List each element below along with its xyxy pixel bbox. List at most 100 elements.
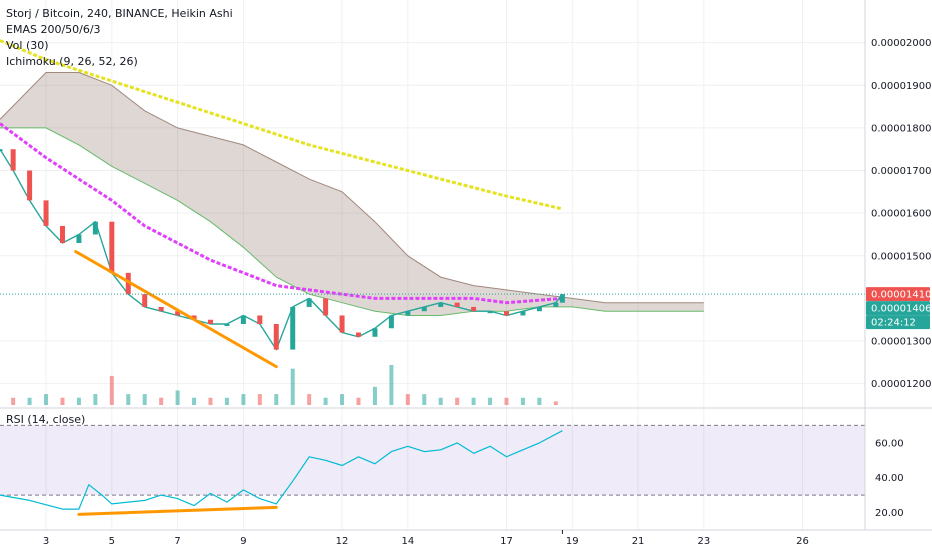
volume-bar-31 [520,397,525,405]
volume-bar-2 [44,394,49,405]
legend-ema[interactable]: EMAS 200/50/6/3 [6,23,101,36]
legend-volume[interactable]: Vol (30) [6,39,49,52]
series-line-2 [0,148,563,351]
volume-bar-19 [323,397,328,405]
cloud-lower [0,127,704,316]
time-tick-label-3: 9 [240,536,246,547]
price-tick-label-7: 0.00001200 [871,379,931,390]
volume-bar-1 [27,397,32,405]
series-line-1 [0,122,563,305]
grid-lines [0,0,865,530]
volume-bar-26 [438,397,443,405]
volume-bar-28 [471,397,476,405]
price-tick-label-1: 0.00001900 [871,81,931,92]
ichimoku-cloud [0,72,704,316]
rsi-title[interactable]: RSI (14, close) [6,413,86,426]
candle-18 [290,306,296,350]
rsi-tick-label-0: 60.00 [875,438,904,449]
price-tick-label-6: 0.00001300 [871,337,931,348]
volume-bar-11 [192,397,197,405]
candle-12 [191,315,197,320]
candle-14 [224,324,230,326]
price-tag-bg-0 [866,287,930,302]
candle-35 [559,294,565,303]
candle-2 [27,170,33,201]
volume-bar-9 [159,397,164,405]
candle-5 [76,234,82,243]
price-trendline [0,250,865,369]
candle-15 [240,315,246,324]
volume-bar-29 [488,397,493,405]
price-tags: 0.00001410 0.00001406 02:24:12 [866,287,931,330]
volume-bar-0 [11,397,16,405]
volume-bar-13 [224,397,229,405]
chart-legend: Storj / Bitcoin, 240, BINANCE, Heikin As… [6,6,233,70]
cloud-fill [0,72,704,316]
price-tag-bg-1 [866,301,930,316]
candle-1 [10,149,16,171]
volume-bar-10 [175,390,180,405]
price-tag-label-2: 02:24:12 [871,318,916,329]
candle-29 [471,306,477,312]
volume-bar-25 [422,394,427,405]
volume-bar-4 [76,397,81,405]
time-tick-label-6: 17 [500,536,513,547]
candle-19 [306,298,312,307]
volume-bar-3 [60,397,65,405]
candle-27 [438,302,444,307]
price-tag-bg-2 [866,315,930,330]
candle-32 [520,311,526,316]
volume-bar-33 [553,401,558,405]
candle-10 [158,306,164,312]
volume-bar-17 [290,368,295,405]
rsi-line [0,430,563,510]
candle-8 [125,272,131,295]
time-tick-label-1: 5 [109,536,115,547]
price-tick-label-5: 0.00001500 [871,251,931,262]
volume-bar-5 [93,394,98,405]
candle-24 [388,315,394,329]
volume-bar-23 [389,365,394,405]
candle-31 [504,311,510,316]
volume-bar-22 [372,386,377,405]
price-tick-label-4: 0.00001600 [871,209,931,220]
candle-13 [207,319,213,324]
volume-bar-30 [504,397,509,405]
time-tick-label-10: 26 [796,536,809,547]
price-series [0,39,565,351]
candle-30 [487,311,493,314]
time-tick-label-7: 19 [566,536,579,547]
candle-7 [109,221,115,273]
volume-bar-21 [356,397,361,405]
candle-33 [536,306,542,312]
candle-0 [0,149,3,152]
candle-6 [92,221,98,235]
candle-23 [372,328,378,337]
candle-21 [339,315,345,333]
candle-25 [405,311,411,316]
volume-bar-12 [208,397,213,405]
volume-bar-20 [340,394,345,405]
candle-20 [323,298,329,316]
volume-bar-27 [455,397,460,405]
volume-bar-14 [241,394,246,405]
price-tick-label-2: 0.00001800 [871,123,931,134]
rsi-pane [0,407,932,516]
price-tick-label-3: 0.00001700 [871,166,931,177]
candle-17 [273,324,279,350]
chart-title: Storj / Bitcoin, 240, BINANCE, Heikin As… [6,7,233,20]
legend-ichimoku[interactable]: Ichimoku (9, 26, 52, 26) [6,55,138,68]
time-tick-label-9: 23 [697,536,710,547]
price-trendline-line [74,250,278,369]
rsi-band [0,425,865,496]
volume-bar-8 [142,394,147,405]
candle-9 [142,294,148,307]
candle-4 [59,225,65,243]
candle-22 [355,332,361,337]
time-tick-label-0: 3 [43,536,49,547]
price-tag-label-1: 0.00001406 [871,304,931,315]
cloud-upper [0,72,704,304]
price-tag-label-0: 0.00001410 [871,290,931,301]
